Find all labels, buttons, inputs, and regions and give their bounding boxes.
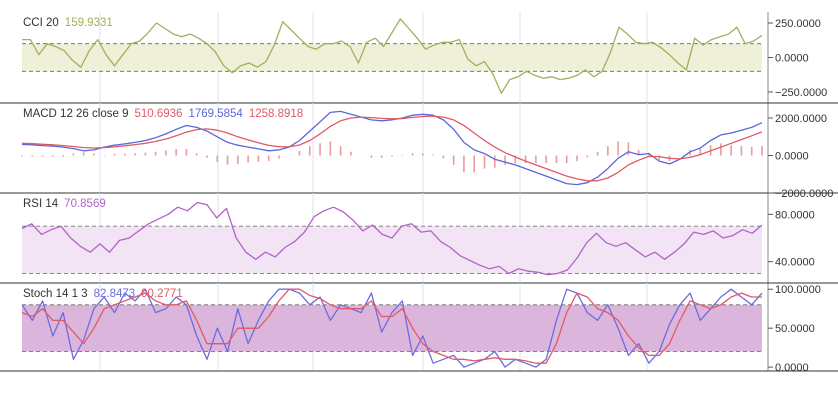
y-tick-label: 80.0000	[775, 209, 815, 221]
macd-line	[21, 110, 763, 186]
y-tick-label: −2000.0000	[775, 188, 833, 200]
panel-value: 510.6936	[134, 108, 182, 120]
panel-value: 90.2771	[141, 288, 183, 300]
rsi-panel: 80.0000 40.0000 RSI 14 70.8569	[0, 193, 838, 284]
macd-panel: 2000.0000 0.0000 −2000.0000 MACD 12 26 clos…	[0, 103, 838, 200]
cci-line	[22, 18, 763, 94]
y-tick-label: 0.0000	[775, 53, 809, 65]
panel-title: Stoch 14 1 3	[23, 288, 88, 300]
y-tick-label: 0.0000	[775, 151, 809, 163]
cci-panel: 250.0000 0.0000 −250.0000 CCI 20 159.9331	[0, 12, 838, 104]
rsi-line	[21, 201, 763, 276]
panel-value: 1769.5854	[188, 108, 243, 120]
y-tick-label: 0.0000	[775, 362, 809, 374]
y-tick-label: −250.0000	[775, 87, 827, 99]
panel-value: 70.8569	[64, 198, 106, 210]
stoch-d-line	[21, 288, 762, 364]
y-tick-label: 2000.0000	[775, 113, 827, 125]
band-fill	[22, 226, 762, 274]
y-tick-label: 100.0000	[775, 284, 821, 296]
signal-line	[21, 115, 763, 182]
band-fill	[22, 43, 762, 72]
panel-title: MACD 12 26 close 9	[23, 108, 128, 120]
panel-value: 1258.8918	[249, 108, 303, 120]
panel-value: 82.8473	[94, 288, 136, 300]
stoch-k-line	[21, 288, 763, 368]
panel-title: CCI 20	[23, 17, 59, 29]
panel-value: 159.9331	[65, 17, 113, 29]
y-tick-label: 40.0000	[775, 257, 815, 269]
panel-title: RSI 14	[23, 198, 59, 210]
y-tick-label: 250.0000	[775, 18, 821, 30]
y-tick-label: 50.0000	[775, 323, 815, 335]
stoch-panel: 100.0000 50.0000 0.0000 Stoch 14 1 3 82.8473…	[0, 283, 838, 374]
